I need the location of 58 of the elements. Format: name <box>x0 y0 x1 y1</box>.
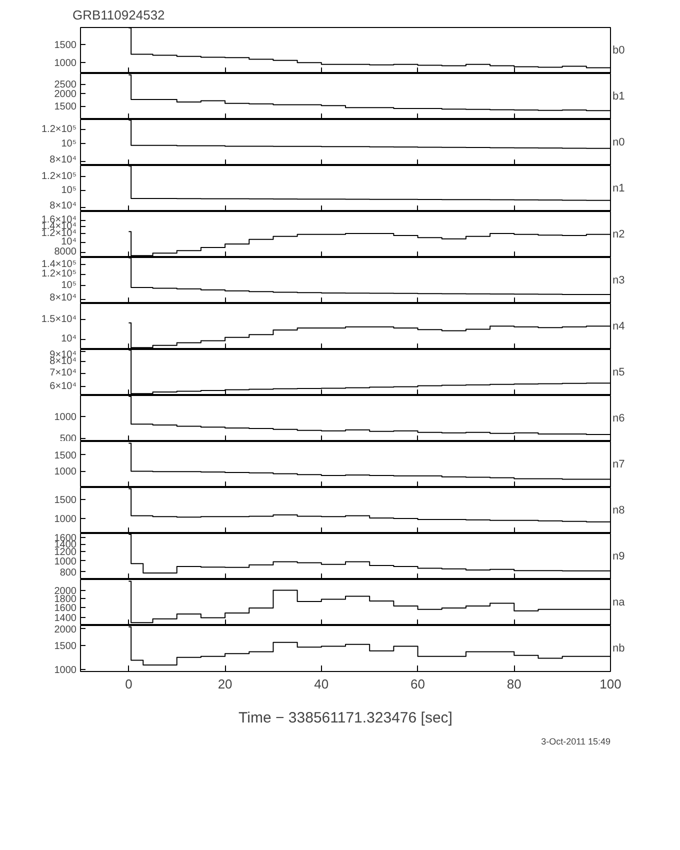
y-tick-label: 1600 <box>54 602 77 614</box>
y-tick-label: 1.5×10⁴ <box>41 314 77 326</box>
series-label: b1 <box>612 90 625 102</box>
y-tick-label: 10⁵ <box>61 138 77 150</box>
x-tick-label: 60 <box>410 676 426 692</box>
x-tick-label: 0 <box>125 676 132 692</box>
series-label: n7 <box>612 458 625 470</box>
x-tick-label: 80 <box>506 676 522 692</box>
series-label: n5 <box>612 366 625 378</box>
y-tick-label: 10⁵ <box>61 184 77 196</box>
y-tick-label: 1000 <box>54 466 77 478</box>
y-tick-label: 2000 <box>54 89 77 100</box>
y-tick-label: 1.4×10⁵ <box>41 258 77 270</box>
y-tick-label: 7×10⁴ <box>50 368 77 379</box>
y-tick-label: 8×10⁴ <box>50 356 77 367</box>
y-tick-label: 10⁴ <box>61 334 76 345</box>
x-tick-label: 100 <box>600 676 622 692</box>
y-tick-label: 1500 <box>54 450 77 462</box>
series-label: n8 <box>612 504 625 516</box>
series-label: nb <box>612 642 625 654</box>
y-tick-label: 1000 <box>54 665 77 676</box>
series-label: n4 <box>612 320 625 332</box>
y-tick-label: 8×10⁴ <box>50 292 77 304</box>
y-tick-label: 1.2×10⁵ <box>41 124 77 135</box>
y-tick-label: 1000 <box>54 58 77 70</box>
y-tick-label: 8000 <box>54 246 77 258</box>
series-label: n6 <box>612 412 625 424</box>
y-tick-label: 2500 <box>54 80 77 91</box>
x-tick-label: 40 <box>314 676 329 692</box>
y-tick-label: 1.2×10⁵ <box>41 170 77 182</box>
series-label: n1 <box>612 182 625 194</box>
text: 3-Oct-2011 15:49 <box>541 736 611 746</box>
y-tick-label: 1500 <box>54 40 77 52</box>
y-tick-label: 1800 <box>54 594 77 605</box>
y-tick-label: 1500 <box>54 641 77 652</box>
y-tick-label: 1500 <box>54 495 77 506</box>
x-axis-title: Time − 338561171.323476 [sec] <box>238 710 452 726</box>
series-label: n3 <box>612 274 625 286</box>
series-label: n2 <box>612 228 625 240</box>
series-label: n9 <box>612 550 625 562</box>
y-tick-label: 2000 <box>54 624 77 636</box>
chart-title: GRB110924532 <box>72 8 165 22</box>
y-tick-label: 1000 <box>54 514 77 526</box>
y-tick-label: 10⁵ <box>61 280 77 292</box>
y-tick-label: 1000 <box>54 412 77 424</box>
series-label: n0 <box>612 136 625 148</box>
y-tick-label: 8×10⁴ <box>50 154 77 166</box>
y-tick-label: 8×10⁴ <box>50 200 77 212</box>
y-tick-label: 1400 <box>54 613 77 624</box>
series-label: b0 <box>612 44 625 56</box>
y-tick-label: 1.2×10⁵ <box>41 268 77 280</box>
y-tick-label: 10⁴ <box>61 236 76 248</box>
y-tick-label: 6×10⁴ <box>50 381 77 392</box>
y-tick-label: 1500 <box>54 102 77 113</box>
y-tick-label: 1000 <box>54 556 77 568</box>
series-label: na <box>612 596 626 608</box>
y-tick-label: 800 <box>60 567 77 578</box>
x-tick-label: 20 <box>218 676 232 692</box>
